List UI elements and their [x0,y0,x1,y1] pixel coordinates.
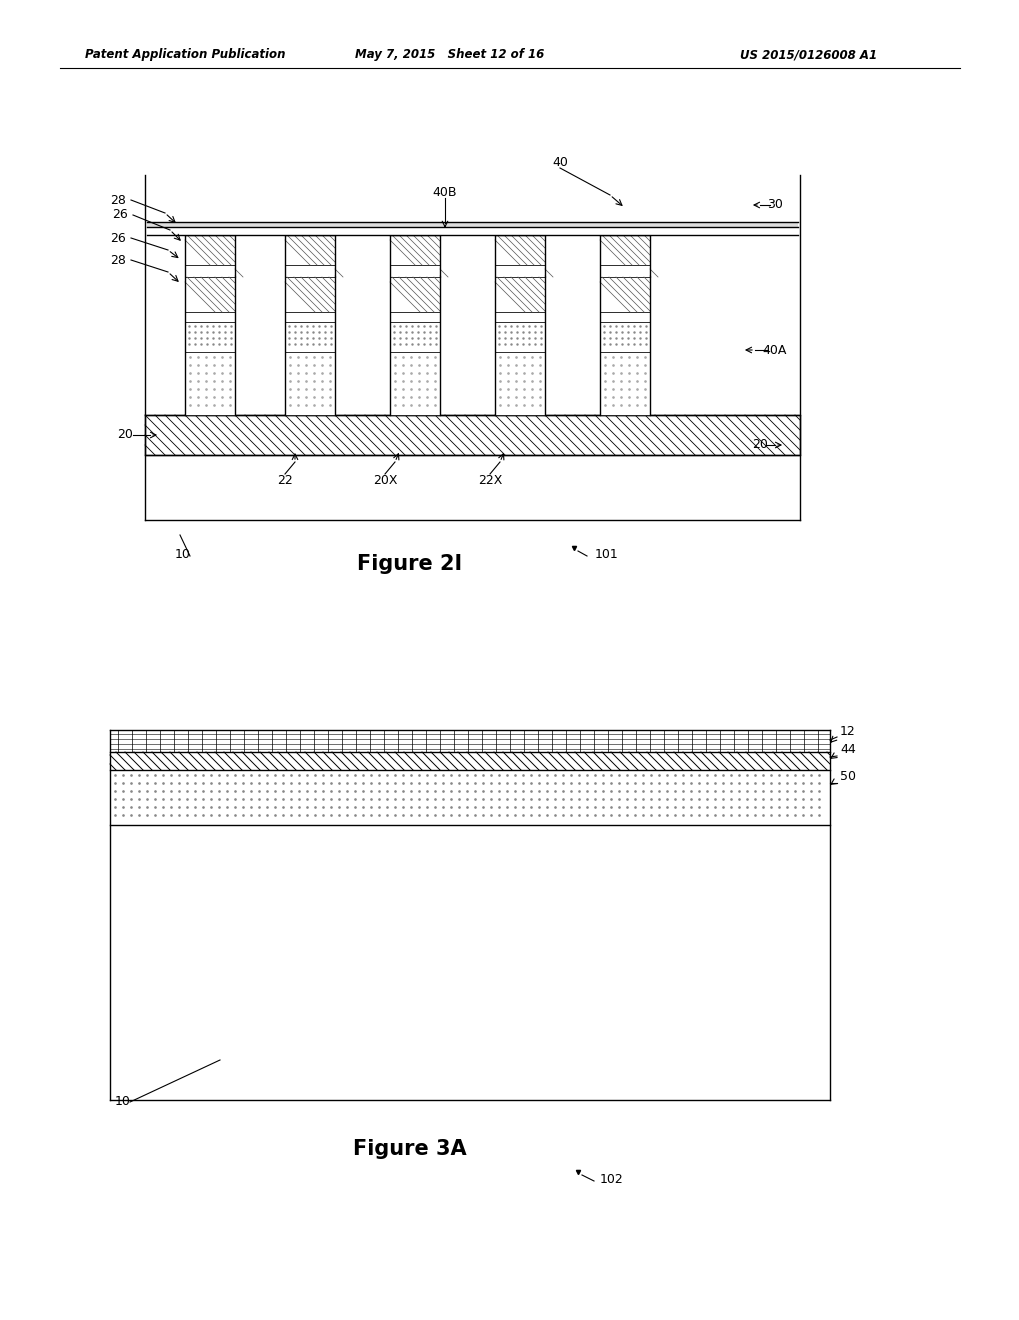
Bar [184,312,234,322]
Bar [599,352,649,414]
Text: US 2015/0126008 A1: US 2015/0126008 A1 [739,48,876,61]
Bar [110,770,829,825]
Bar [389,235,439,414]
Bar [110,730,829,1100]
Text: May 7, 2015   Sheet 12 of 16: May 7, 2015 Sheet 12 of 16 [355,48,544,61]
Bar [494,277,544,312]
Bar [599,277,649,312]
Text: 28: 28 [110,253,125,267]
Text: Patent Application Publication: Patent Application Publication [85,48,285,61]
Text: 40A: 40A [762,343,787,356]
Text: 28: 28 [110,194,125,206]
Text: 20: 20 [751,438,767,451]
Bar [599,312,649,322]
Text: 40B: 40B [432,186,457,199]
Bar [494,235,544,265]
Text: 44: 44 [840,743,855,756]
Bar [184,235,234,265]
Text: 30: 30 [766,198,783,211]
Text: 22: 22 [277,474,292,487]
Bar [184,322,234,352]
Text: 101: 101 [594,548,619,561]
Bar [599,235,649,265]
Bar [389,352,439,414]
Text: 12: 12 [840,725,855,738]
Bar [284,277,334,312]
Text: Figure 3A: Figure 3A [353,1139,467,1159]
Bar [284,312,334,322]
Text: 10: 10 [175,548,191,561]
Bar [110,730,829,752]
Bar [389,322,439,352]
Bar [184,277,234,312]
Bar [494,352,544,414]
Bar [284,235,334,265]
Text: 10: 10 [115,1096,130,1107]
Text: 26: 26 [110,231,125,244]
Text: 20: 20 [117,429,132,441]
Text: Figure 2I: Figure 2I [357,554,462,574]
Text: 22X: 22X [477,474,501,487]
Bar [147,227,797,235]
Bar [284,352,334,414]
Bar [389,277,439,312]
Bar [110,752,829,770]
Bar [389,312,439,322]
Bar [184,352,234,414]
Bar [145,176,799,520]
Bar [110,825,829,1100]
Bar [494,265,544,277]
Bar [184,235,234,414]
Text: 40: 40 [551,157,568,169]
Bar [389,265,439,277]
Bar [599,235,649,414]
Text: 20X: 20X [372,474,396,487]
Bar [284,265,334,277]
Text: 102: 102 [599,1173,624,1185]
Bar [599,265,649,277]
Bar [389,235,439,265]
Bar [184,265,234,277]
Bar [494,312,544,322]
Bar [494,322,544,352]
Bar [284,235,334,414]
Text: 50: 50 [840,770,855,783]
Bar [145,414,799,455]
Text: 26: 26 [112,209,127,222]
Bar [494,235,544,414]
Bar [147,222,797,227]
Bar [284,322,334,352]
Bar [599,322,649,352]
